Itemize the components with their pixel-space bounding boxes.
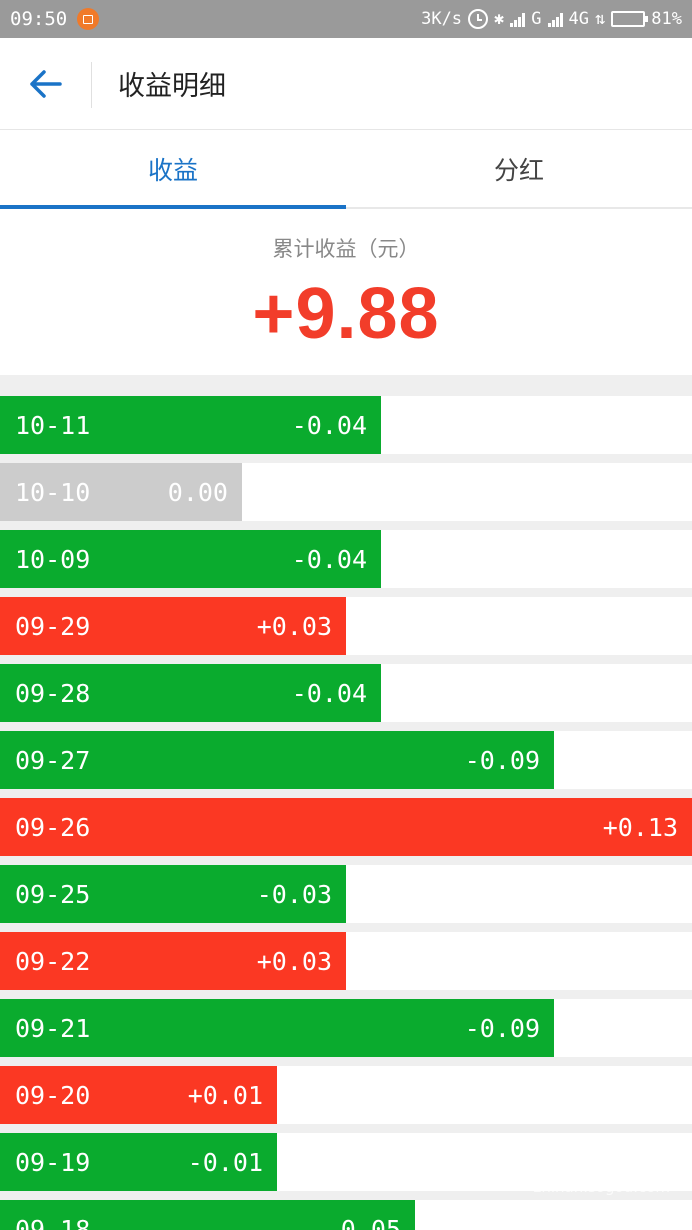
battery-level: 81%	[651, 9, 682, 29]
tab-earnings[interactable]: 收益	[0, 131, 346, 209]
tab-bar: 收益 分红	[0, 131, 692, 209]
earnings-row: 10-10 0.00	[0, 463, 692, 530]
row-date: 09-22	[15, 946, 91, 976]
row-date: 10-11	[15, 410, 91, 440]
row-amount: -0.09	[464, 745, 540, 775]
carrier-2: 4G	[568, 9, 590, 29]
earnings-bar: 10-09 -0.04	[0, 530, 381, 588]
earnings-row: 09-18 -0.05	[0, 1200, 692, 1230]
earnings-row: 09-20 +0.01	[0, 1066, 692, 1133]
status-left: 09:50	[10, 8, 100, 30]
row-amount: -0.04	[291, 410, 367, 440]
row-amount: +0.03	[256, 611, 332, 641]
row-amount: -0.09	[464, 1013, 540, 1043]
earnings-bar: 09-27 -0.09	[0, 731, 554, 789]
total-earnings-label: 累计收益（元）	[272, 237, 420, 261]
row-amount: 0.00	[167, 477, 228, 507]
signal-icon-2	[547, 11, 563, 27]
back-button[interactable]	[0, 38, 92, 130]
earnings-bar: 09-19 -0.01	[0, 1133, 277, 1191]
daily-earnings-list: 10-11 -0.04 10-10 0.00 10-09 -0.04 09-29 +0.03 0…	[0, 396, 692, 1230]
divider	[0, 375, 692, 396]
battery-icon	[611, 11, 649, 27]
status-right: 3K/s ✱ G 4G ⇅ 81%	[421, 9, 682, 29]
earnings-bar: 09-26 +0.13	[0, 798, 692, 856]
earnings-row: 09-29 +0.03	[0, 597, 692, 664]
carrier-1: G	[531, 9, 542, 29]
notification-icon	[77, 8, 100, 30]
earnings-row: 09-25 -0.03	[0, 865, 692, 932]
earnings-bar: 09-21 -0.09	[0, 999, 554, 1057]
row-amount: +0.13	[602, 812, 678, 842]
earnings-bar: 09-18 -0.05	[0, 1200, 415, 1230]
row-amount: -0.03	[256, 879, 332, 909]
row-date: 10-10	[15, 477, 91, 507]
earnings-summary: 累计收益（元） +9.88	[0, 209, 692, 375]
earnings-row: 09-19 -0.01	[0, 1133, 692, 1200]
earnings-bar: 09-20 +0.01	[0, 1066, 277, 1124]
row-date: 09-28	[15, 678, 91, 708]
row-date: 10-09	[15, 544, 91, 574]
total-earnings-value: +9.88	[252, 274, 440, 354]
row-date: 09-26	[15, 812, 91, 842]
row-amount: -0.05	[325, 1214, 401, 1230]
earnings-bar: 09-22 +0.03	[0, 932, 346, 990]
earnings-bar: 09-25 -0.03	[0, 865, 346, 923]
arrow-left-icon	[30, 69, 62, 98]
earnings-row: 10-09 -0.04	[0, 530, 692, 597]
earnings-bar: 09-28 -0.04	[0, 664, 381, 722]
status-bar: 09:50 3K/s ✱ G 4G ⇅ 81%	[0, 0, 692, 38]
row-amount: +0.03	[256, 946, 332, 976]
row-date: 09-25	[15, 879, 91, 909]
earnings-row: 09-21 -0.09	[0, 999, 692, 1066]
tab-dividends[interactable]: 分红	[493, 156, 544, 185]
data-arrows-icon: ⇅	[595, 9, 606, 29]
earnings-row: 09-26 +0.13	[0, 798, 692, 865]
earnings-row: 10-11 -0.04	[0, 396, 692, 463]
earnings-row: 09-27 -0.09	[0, 731, 692, 798]
signal-icon	[510, 11, 526, 27]
header: 收益明细	[0, 38, 692, 130]
row-amount: +0.01	[187, 1080, 263, 1110]
row-amount: -0.04	[291, 544, 367, 574]
earnings-row: 09-22 +0.03	[0, 932, 692, 999]
earnings-bar: 10-11 -0.04	[0, 396, 381, 454]
row-date: 09-21	[15, 1013, 91, 1043]
earnings-row: 09-28 -0.04	[0, 664, 692, 731]
row-date: 09-27	[15, 745, 91, 775]
page-title: 收益明细	[118, 71, 226, 102]
row-amount: -0.01	[187, 1147, 263, 1177]
earnings-bar: 10-10 0.00	[0, 463, 242, 521]
net-speed: 3K/s	[421, 9, 463, 29]
row-date: 09-29	[15, 611, 91, 641]
alarm-icon	[468, 9, 489, 29]
row-date: 09-20	[15, 1080, 91, 1110]
row-date: 09-19	[15, 1147, 91, 1177]
bluetooth-icon: ✱	[494, 9, 505, 29]
row-date: 09-18	[15, 1214, 91, 1230]
status-time: 09:50	[10, 8, 68, 30]
earnings-bar: 09-29 +0.03	[0, 597, 346, 655]
row-amount: -0.04	[291, 678, 367, 708]
